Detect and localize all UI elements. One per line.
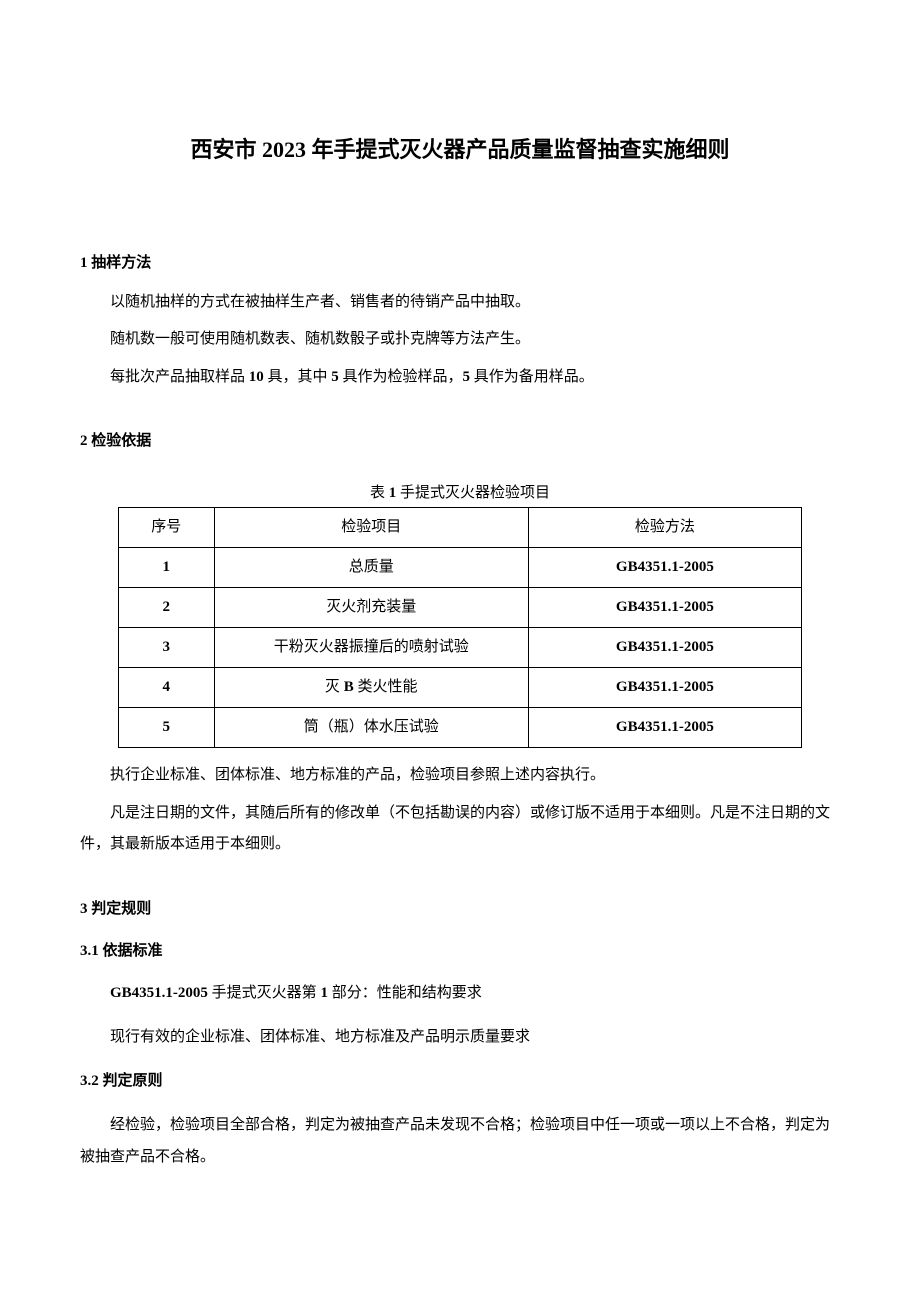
table-row: 3 干粉灭火器振撞后的喷射试验 GB4351.1-2005	[119, 628, 802, 668]
section3-2-p1: 经检验，检验项目全部合格，判定为被抽查产品未发现不合格；检验项目中任一项或一项以…	[80, 1110, 840, 1173]
table-row: 2 灭火剂充装量 GB4351.1-2005	[119, 588, 802, 628]
table-cell-item: 灭 B 类火性能	[214, 668, 528, 708]
section2-p2: 凡是注日期的文件，其随后所有的修改单（不包括勘误的内容）或修订版不适用于本细则。…	[80, 798, 840, 861]
section3-heading: 3 判定规则	[80, 896, 840, 923]
table-cell-item: 总质量	[214, 548, 528, 588]
section3-2-number: 3.2	[80, 1073, 99, 1089]
document-title: 西安市 2023 年手提式灭火器产品质量监督抽查实施细则	[80, 130, 840, 170]
table-cell-seq: 2	[119, 588, 215, 628]
table-header-row: 序号 检验项目 检验方法	[119, 508, 802, 548]
section1-heading: 1 抽样方法	[80, 250, 840, 277]
section2-title: 检验依据	[91, 433, 151, 449]
table-header-seq: 序号	[119, 508, 215, 548]
standard-reference: GB4351.1-2005 手提式灭火器第 1 部分：性能和结构要求	[110, 980, 840, 1007]
table-cell-method: GB4351.1-2005	[528, 628, 801, 668]
table-cell-method: GB4351.1-2005	[528, 708, 801, 748]
section1-title: 抽样方法	[91, 255, 151, 271]
table-header-item: 检验项目	[214, 508, 528, 548]
section2-p1: 执行企业标准、团体标准、地方标准的产品，检验项目参照上述内容执行。	[80, 760, 840, 792]
table-cell-method: GB4351.1-2005	[528, 588, 801, 628]
table-cell-seq: 3	[119, 628, 215, 668]
table-cell-method: GB4351.1-2005	[528, 668, 801, 708]
table-cell-method: GB4351.1-2005	[528, 548, 801, 588]
section1-p1: 以随机抽样的方式在被抽样生产者、销售者的待销产品中抽取。	[80, 287, 840, 319]
table-row: 1 总质量 GB4351.1-2005	[119, 548, 802, 588]
table-row: 4 灭 B 类火性能 GB4351.1-2005	[119, 668, 802, 708]
section1-p2: 随机数一般可使用随机数表、随机数骰子或扑克牌等方法产生。	[80, 324, 840, 356]
section3-1-heading: 3.1 依据标准	[80, 938, 840, 965]
inspection-items-table: 序号 检验项目 检验方法 1 总质量 GB4351.1-2005 2 灭火剂充装…	[118, 507, 802, 748]
table-header-method: 检验方法	[528, 508, 801, 548]
table-cell-seq: 4	[119, 668, 215, 708]
section-judgment-rules: 3 判定规则 3.1 依据标准 GB4351.1-2005 手提式灭火器第 1 …	[80, 896, 840, 1174]
table-cell-seq: 1	[119, 548, 215, 588]
table-cell-item: 干粉灭火器振撞后的喷射试验	[214, 628, 528, 668]
table-cell-item: 筒（瓶）体水压试验	[214, 708, 528, 748]
section2-number: 2	[80, 433, 88, 449]
section3-title: 判定规则	[91, 901, 151, 917]
section3-1-p1: 现行有效的企业标准、团体标准、地方标准及产品明示质量要求	[80, 1022, 840, 1054]
table1-caption: 表 1 手提式灭火器检验项目	[80, 480, 840, 507]
section3-number: 3	[80, 901, 88, 917]
section2-heading: 2 检验依据	[80, 428, 840, 455]
section3-1-number: 3.1	[80, 943, 99, 959]
table-cell-seq: 5	[119, 708, 215, 748]
section-sampling-method: 1 抽样方法 以随机抽样的方式在被抽样生产者、销售者的待销产品中抽取。 随机数一…	[80, 250, 840, 394]
section3-2-heading: 3.2 判定原则	[80, 1068, 840, 1095]
section3-2-title: 判定原则	[103, 1073, 163, 1089]
section1-p3: 每批次产品抽取样品 10 具，其中 5 具作为检验样品，5 具作为备用样品。	[80, 362, 840, 394]
section1-number: 1	[80, 255, 88, 271]
table-row: 5 筒（瓶）体水压试验 GB4351.1-2005	[119, 708, 802, 748]
table-cell-item: 灭火剂充装量	[214, 588, 528, 628]
section3-1-title: 依据标准	[103, 943, 163, 959]
section-inspection-basis: 2 检验依据 表 1 手提式灭火器检验项目 序号 检验项目 检验方法 1 总质量…	[80, 428, 840, 861]
